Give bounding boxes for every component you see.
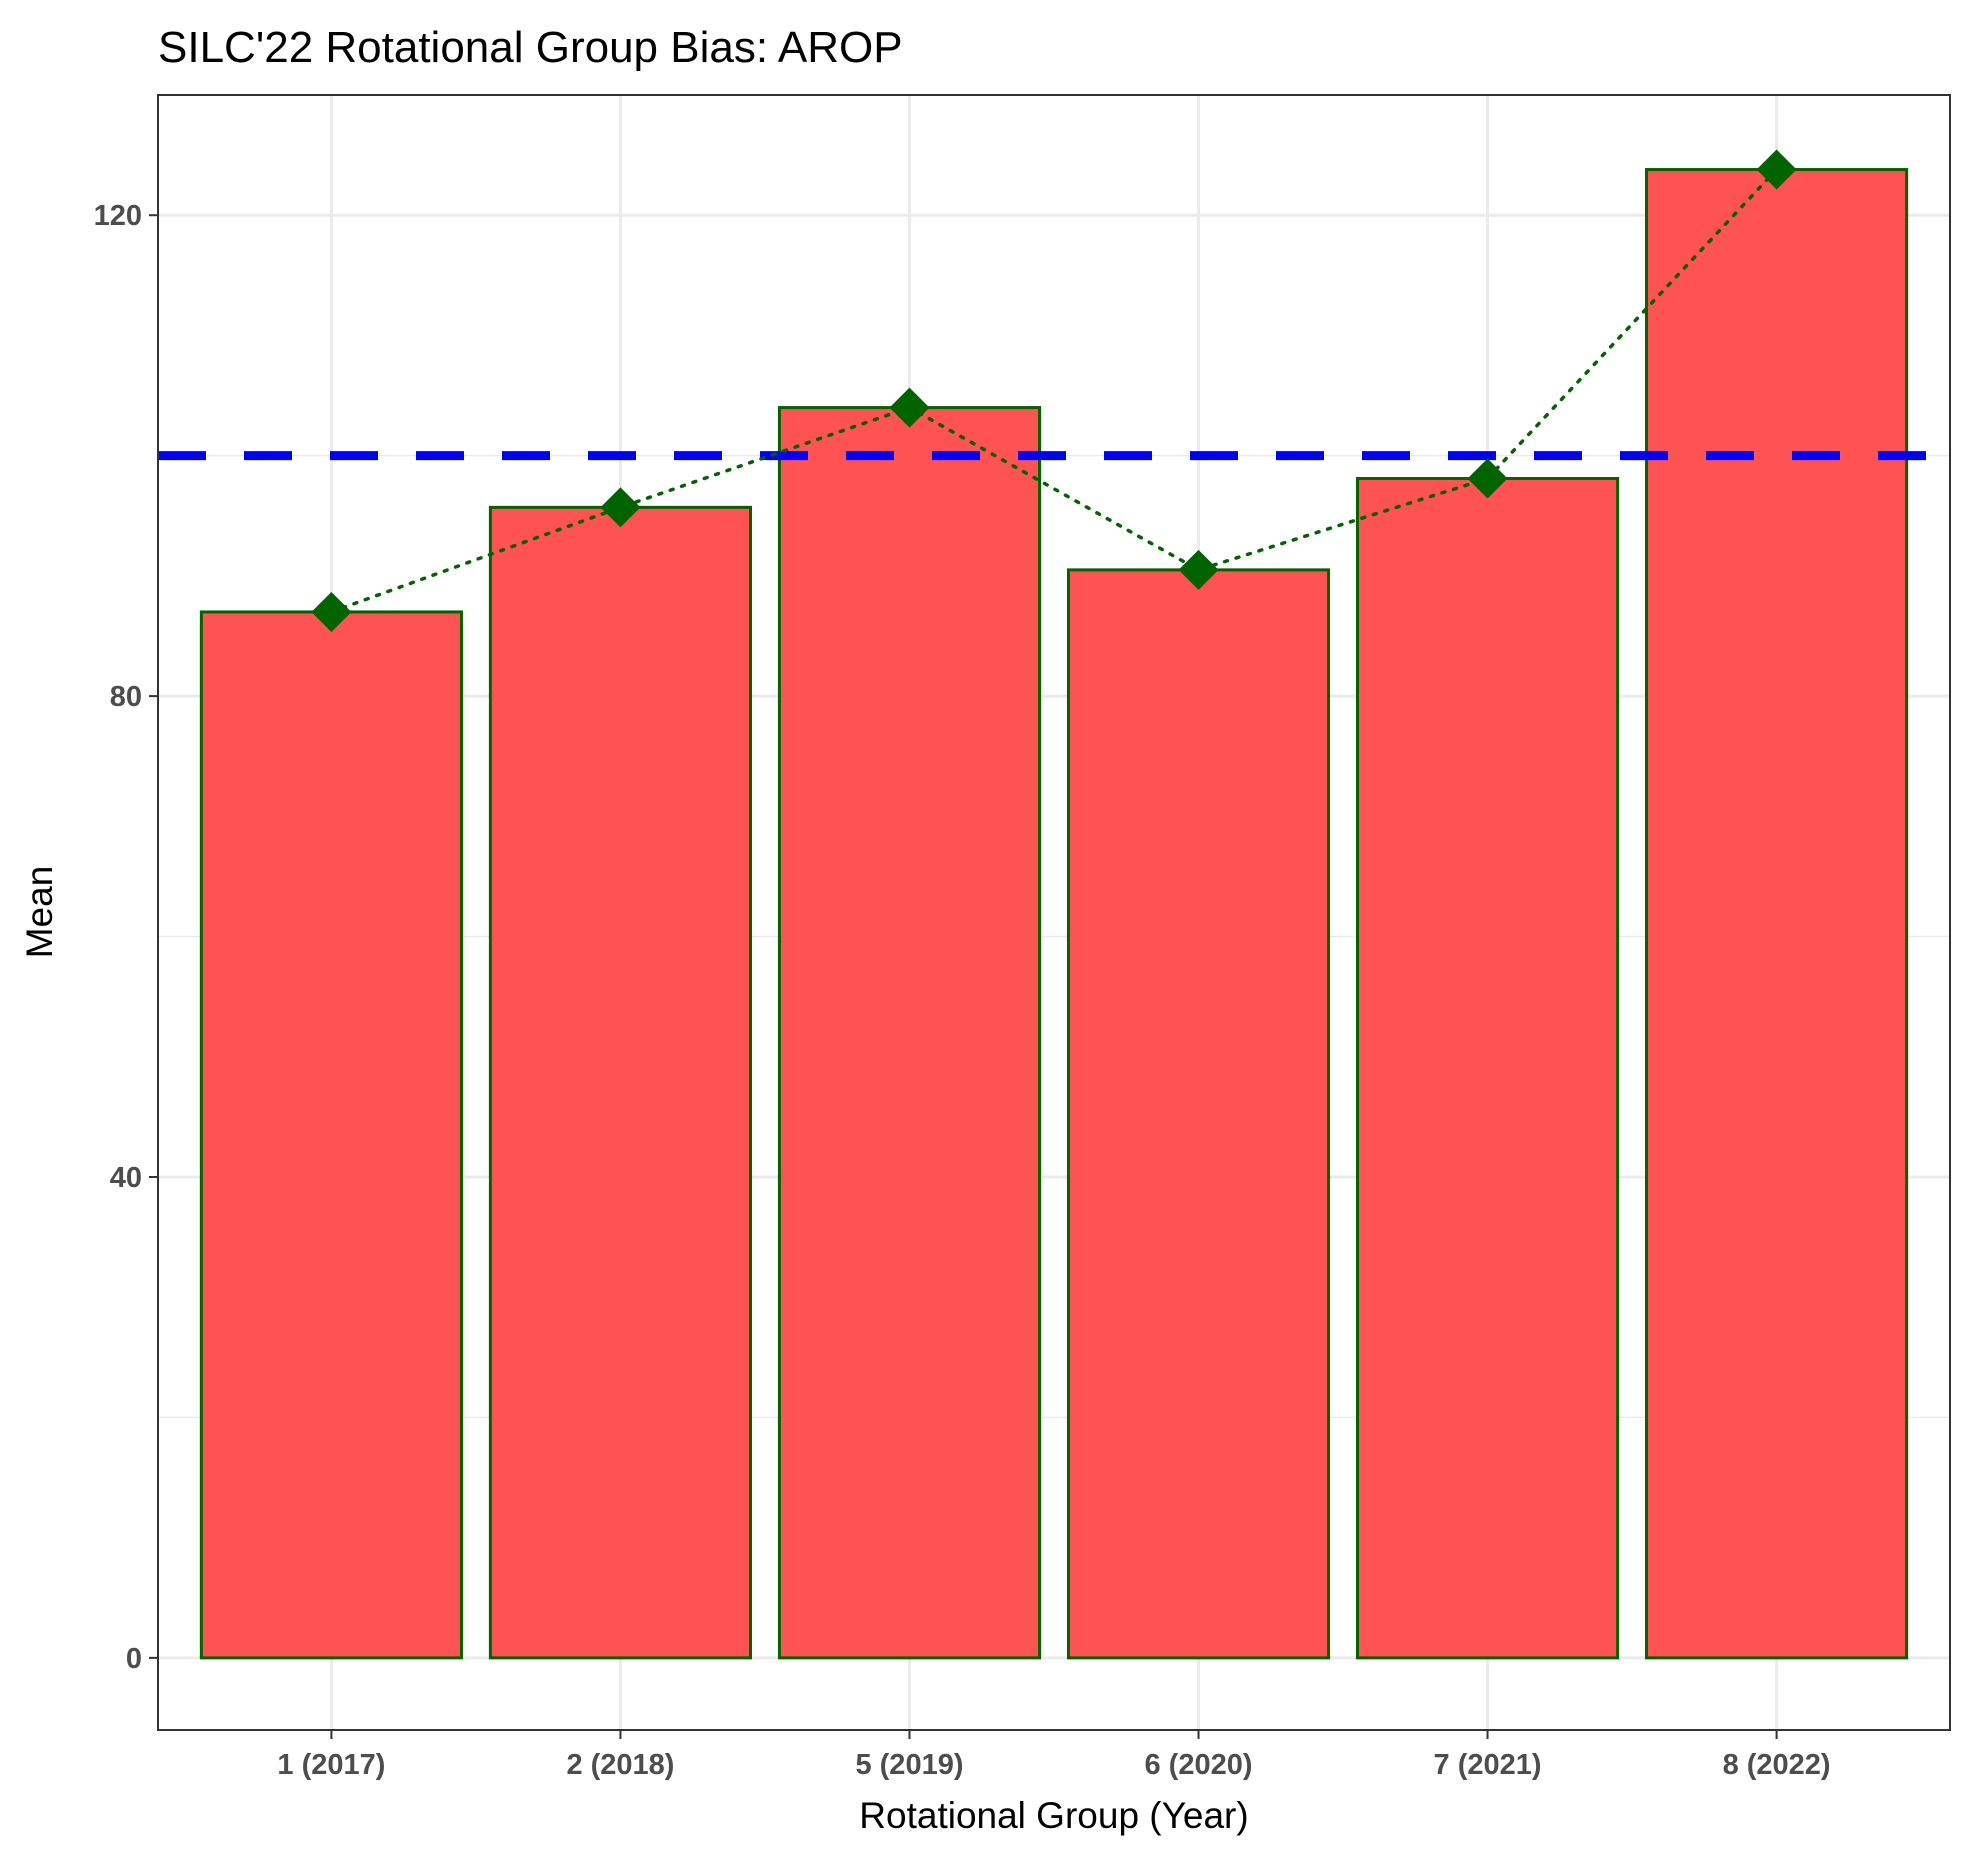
- trend-line-group: [329, 167, 1779, 614]
- trend-line: [329, 167, 1779, 614]
- y-axis: 0 40 80 120: [94, 200, 158, 1675]
- plot-panel-border: [157, 94, 1951, 1731]
- bars: [199, 168, 1909, 1660]
- bar: [1645, 168, 1909, 1660]
- chart-title: SILC'22 Rotational Group Bias: AROP: [158, 23, 903, 72]
- y-tick-label: 40: [110, 1162, 142, 1194]
- bar: [777, 406, 1042, 1660]
- x-axis-title: Rotational Group (Year): [859, 1795, 1248, 1836]
- x-tick-label: 5 (2019): [855, 1749, 963, 1781]
- x-tick-label: 7 (2021): [1434, 1749, 1542, 1781]
- y-tick-label: 80: [110, 681, 142, 713]
- point-marker: [889, 387, 930, 428]
- point-marker: [1756, 149, 1797, 190]
- y-tick-label: 0: [126, 1643, 142, 1675]
- x-tick-label: 1 (2017): [277, 1749, 385, 1781]
- markers: [311, 149, 1797, 632]
- point-marker: [1467, 458, 1508, 499]
- x-tick-label: 2 (2018): [566, 1749, 674, 1781]
- x-tick-label: 6 (2020): [1145, 1749, 1253, 1781]
- y-tick-label: 120: [94, 200, 142, 232]
- point-marker: [600, 487, 641, 528]
- x-axis: 1 (2017) 2 (2018) 5 (2019) 6 (2020) 7 (2021)…: [277, 1730, 1831, 1781]
- bar: [1066, 568, 1331, 1660]
- x-tick-label: 8 (2022): [1723, 1749, 1831, 1781]
- point-marker: [311, 591, 352, 632]
- bar: [199, 610, 463, 1660]
- point-marker: [1178, 549, 1219, 590]
- bar: [1355, 477, 1620, 1660]
- y-axis-title: Mean: [19, 866, 60, 959]
- bar: [488, 505, 753, 1660]
